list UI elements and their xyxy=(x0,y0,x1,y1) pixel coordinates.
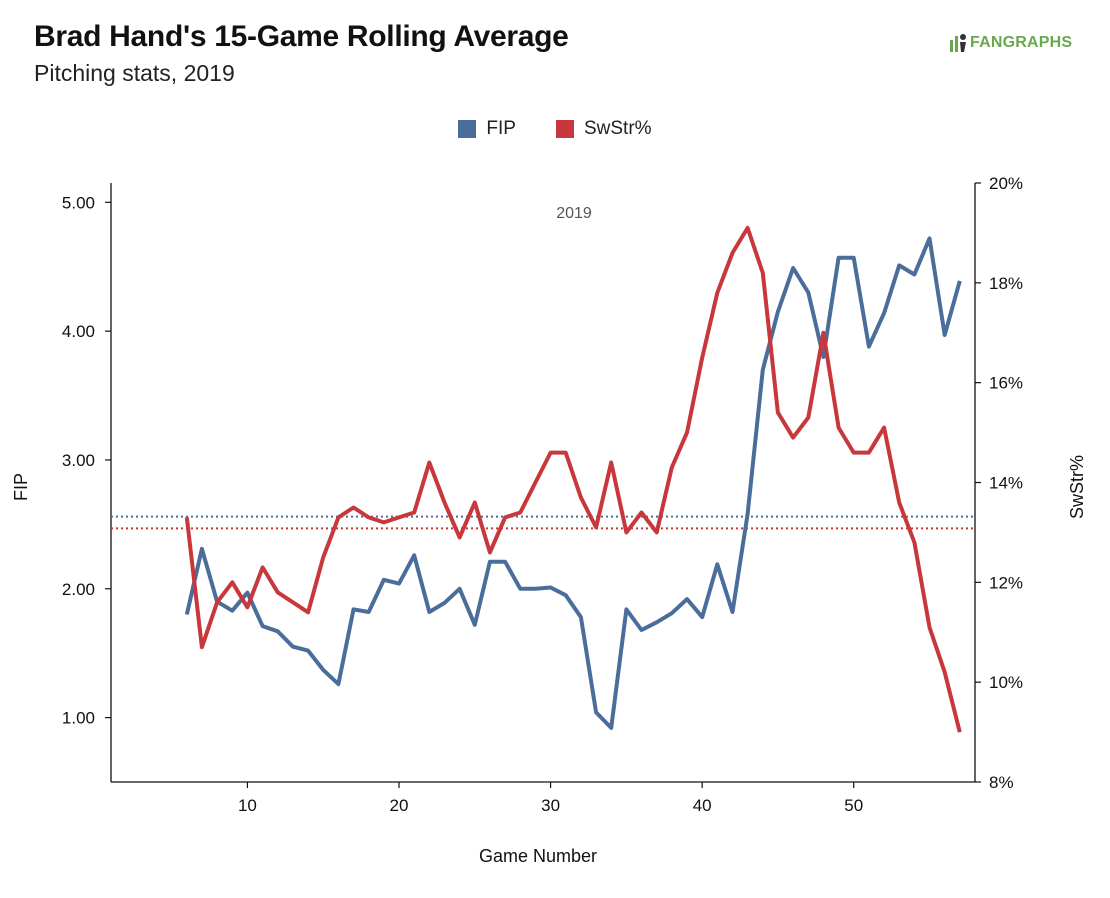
series-lines xyxy=(184,225,962,733)
y-right-tick-label: 8% xyxy=(989,773,1014,792)
y-left-tick-label: 2.00 xyxy=(62,580,95,599)
y-right-tick-label: 12% xyxy=(989,573,1023,592)
chart-legend: FIP SwStr% xyxy=(0,118,1110,140)
axis-labels: Game Number FIP SwStr% 2019 xyxy=(11,205,1087,866)
x-tick-label: 20 xyxy=(390,796,409,815)
legend-label-fip: FIP xyxy=(486,118,516,139)
y-left-tick-label: 5.00 xyxy=(62,193,95,212)
fangraphs-logo: FANGRAPHS xyxy=(948,32,1072,54)
fangraphs-logo-text: FANGRAPHS xyxy=(970,34,1073,51)
fip-series-line xyxy=(184,236,962,730)
y-left-tick-label: 1.00 xyxy=(62,709,95,728)
legend-label-swstr: SwStr% xyxy=(583,118,652,139)
year-annotation: 2019 xyxy=(556,205,592,222)
y-right-tick-label: 14% xyxy=(989,474,1023,493)
x-axis-label: Game Number xyxy=(479,846,597,866)
fangraphs-logo-icon xyxy=(950,34,966,52)
legend-item-swstr: SwStr% xyxy=(555,118,652,140)
y-right-tick-label: 20% xyxy=(989,174,1023,193)
chart-subtitle: Pitching stats, 2019 xyxy=(34,60,235,86)
legend-swatch-swstr xyxy=(555,120,574,138)
y-left-tick-label: 3.00 xyxy=(62,451,95,470)
y-left-tick-label: 4.00 xyxy=(62,322,95,341)
y-axis-left-label: FIP xyxy=(11,473,31,501)
y-right-tick-label: 10% xyxy=(989,673,1023,692)
legend-item-fip: FIP xyxy=(458,118,516,140)
chart-title: Brad Hand's 15-Game Rolling Average xyxy=(34,20,569,53)
legend-swatch-fip xyxy=(458,120,477,138)
x-tick-label: 50 xyxy=(844,796,863,815)
y-right-tick-label: 18% xyxy=(989,274,1023,293)
x-tick-label: 10 xyxy=(238,796,257,815)
chart-axes: 10 20 30 40 50 1.00 2.00 3.00 4.00 5.00 8% 10% 12% 14… xyxy=(62,174,1023,815)
reference-lines xyxy=(111,515,975,530)
y-right-tick-label: 16% xyxy=(989,374,1023,393)
x-tick-label: 30 xyxy=(541,796,560,815)
swstr-series-line xyxy=(184,225,962,733)
x-tick-label: 40 xyxy=(693,796,712,815)
y-axis-right-label: SwStr% xyxy=(1067,455,1087,519)
